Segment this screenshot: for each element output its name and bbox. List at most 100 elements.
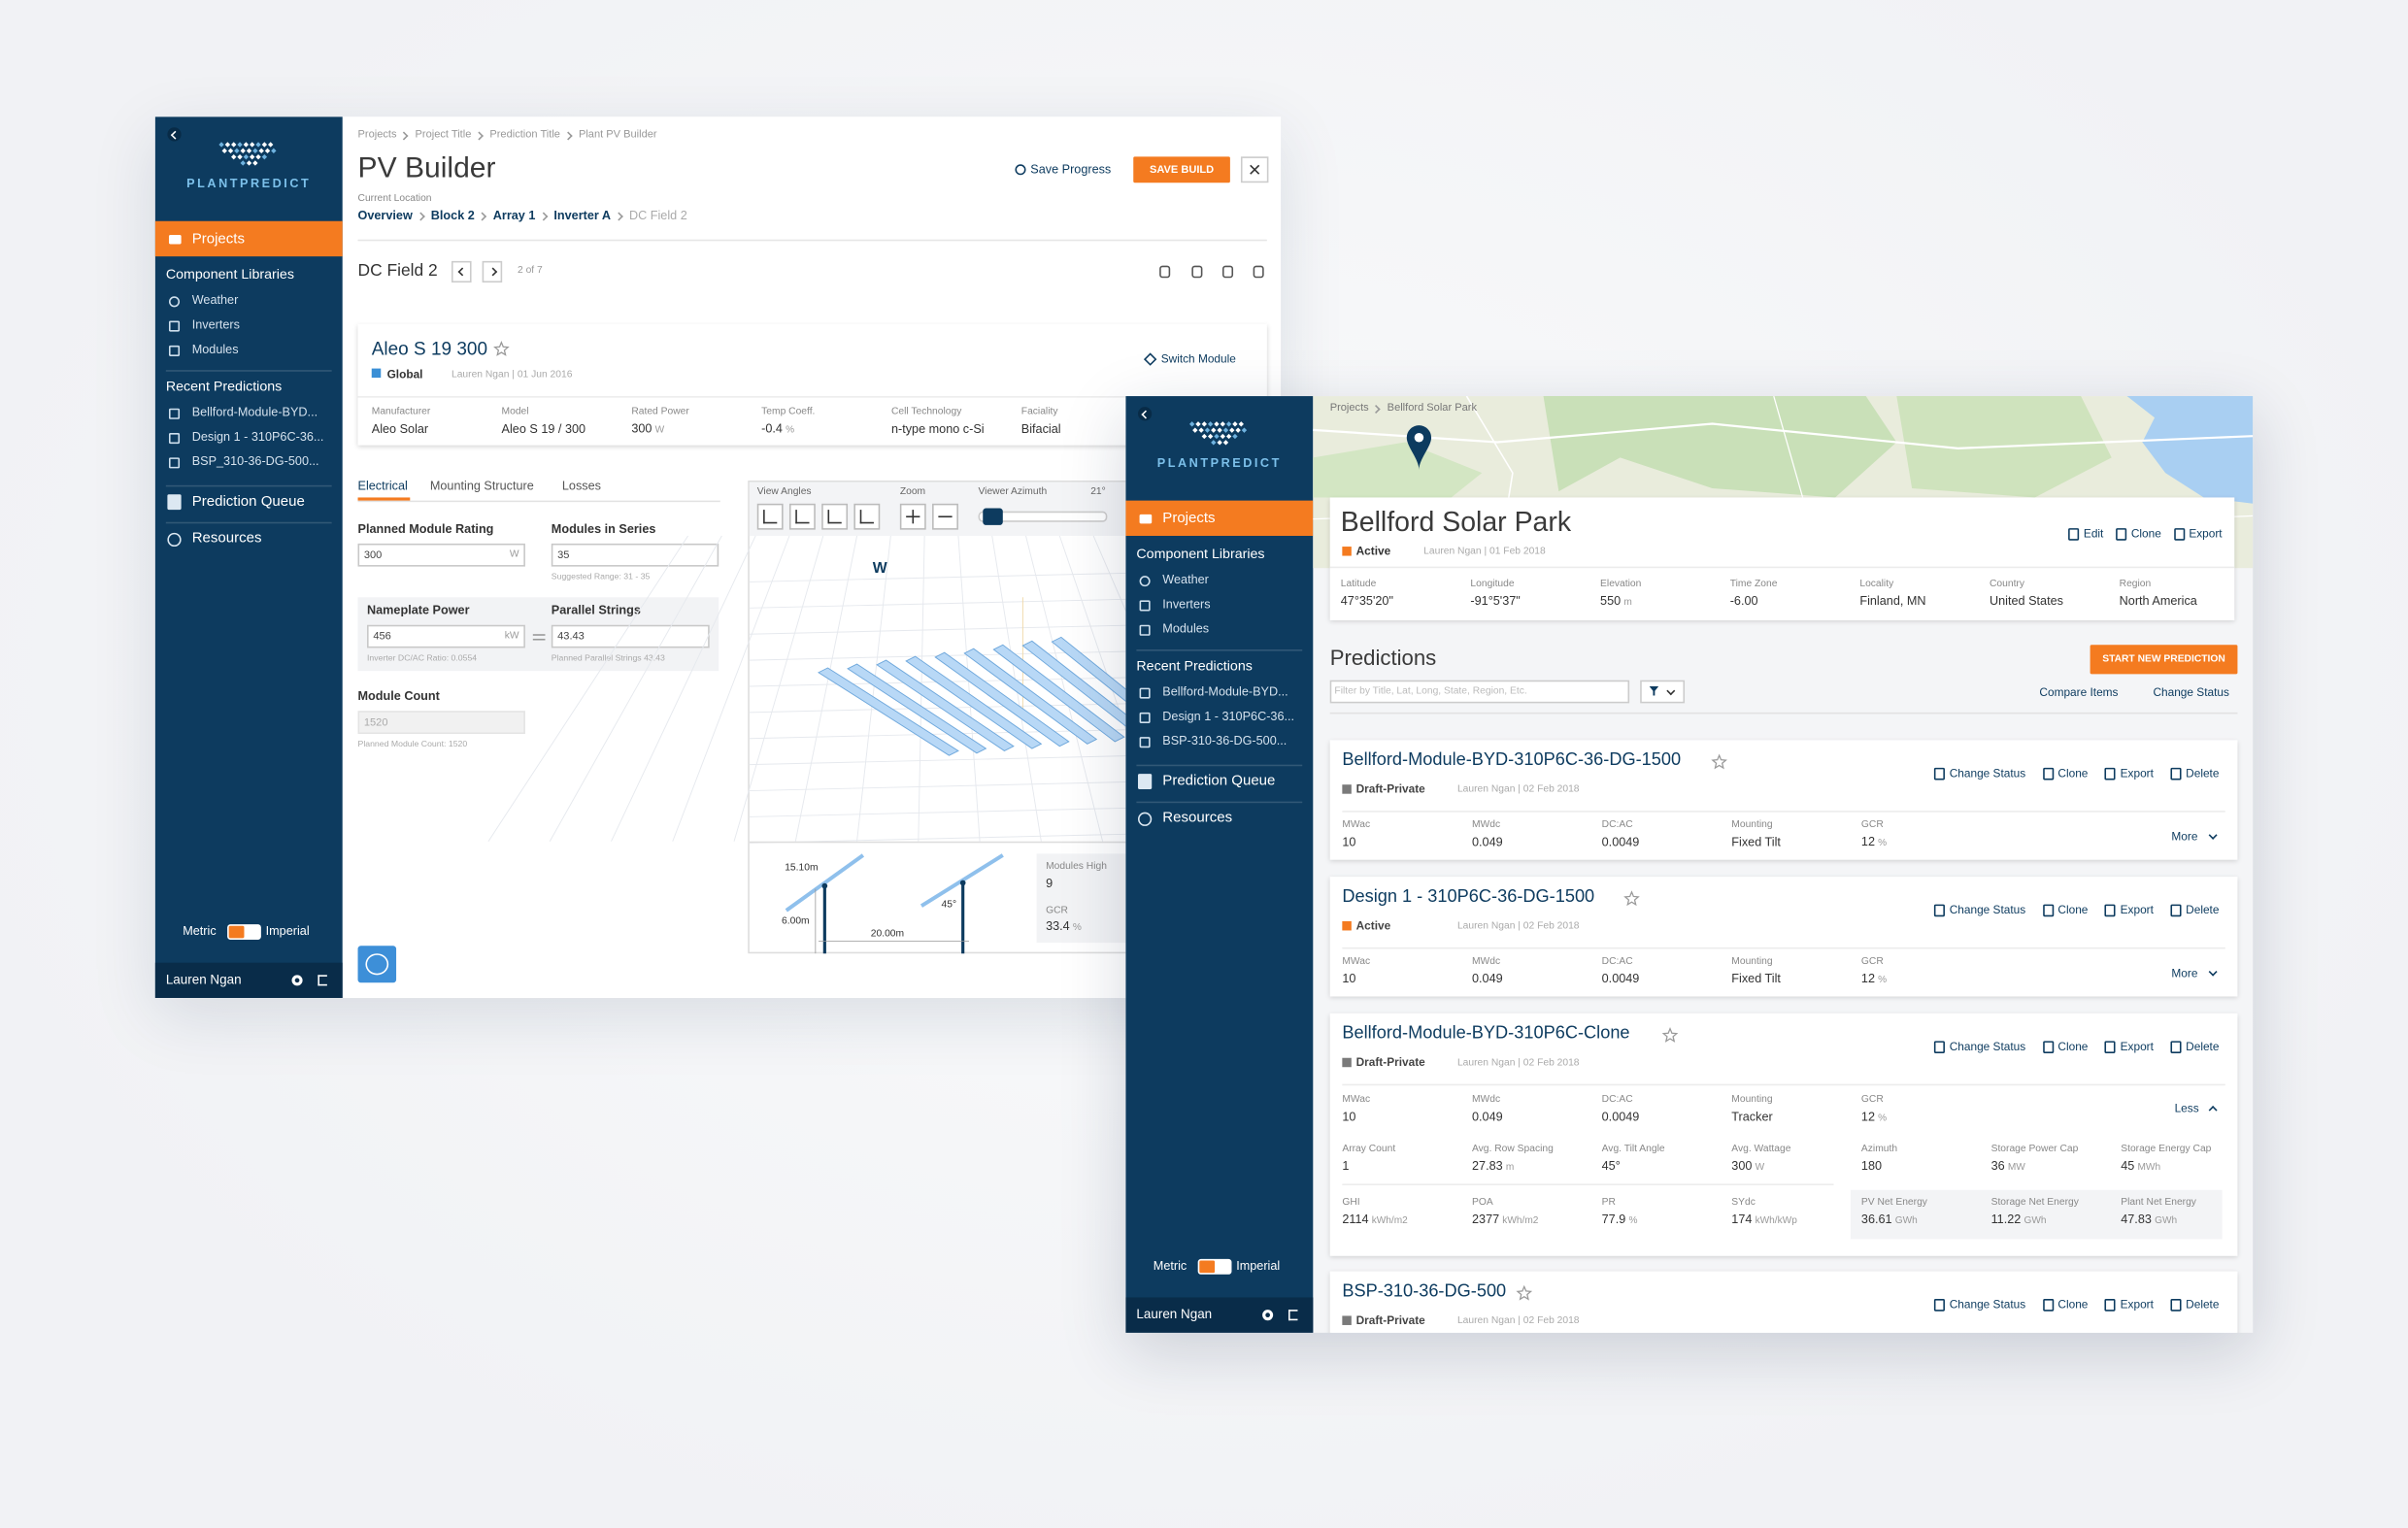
azimuth-slider[interactable] — [978, 511, 1108, 522]
tool-icon[interactable] — [1221, 265, 1234, 279]
tool-icon[interactable] — [1191, 265, 1203, 279]
list-item[interactable]: Export — [2120, 1297, 2154, 1312]
list-item[interactable]: Array 1 — [492, 209, 536, 223]
tool-icon[interactable] — [1253, 265, 1264, 279]
list-item[interactable]: Change Status — [1949, 766, 2026, 781]
list-item[interactable]: Change Status — [1949, 903, 2026, 917]
nav-item[interactable]: Design 1 - 310P6C-36... — [191, 429, 324, 445]
back-button[interactable] — [167, 127, 182, 142]
logout-icon[interactable] — [1288, 1310, 1298, 1321]
nav-item[interactable]: Resources — [1162, 809, 1233, 827]
nav-item[interactable]: Prediction Queue — [1162, 772, 1276, 790]
nav-item[interactable]: Inverters — [1162, 597, 1211, 612]
list-item[interactable]: Change Status — [1949, 1297, 2026, 1312]
list-item[interactable]: Clone — [2130, 526, 2161, 542]
list-item[interactable]: Overview — [357, 209, 413, 223]
value-text: -6.00 — [1729, 594, 1758, 609]
zoom-button[interactable] — [899, 503, 926, 530]
unit-option[interactable]: Metric — [1153, 1258, 1187, 1274]
filter-input[interactable] — [1329, 680, 1630, 704]
list-item[interactable]: Export — [2189, 526, 2223, 542]
list-item[interactable]: Clone — [2057, 1040, 2089, 1054]
tool-icon[interactable] — [1159, 265, 1171, 279]
nav-item[interactable]: Weather — [1162, 572, 1209, 587]
start-button[interactable] — [2090, 645, 2238, 675]
tab[interactable]: Mounting Structure — [429, 479, 534, 493]
list-item[interactable]: Projects — [357, 129, 397, 141]
nav-item[interactable]: Design 1 - 310P6C-36... — [1162, 709, 1295, 723]
view-button[interactable] — [821, 503, 849, 530]
filter-button[interactable] — [1640, 680, 1686, 704]
unit-option[interactable]: Imperial — [265, 924, 310, 939]
nav-item[interactable]: BSP_310-36-DG-500... — [191, 454, 319, 469]
slider-thumb[interactable] — [983, 508, 1003, 525]
link[interactable]: Save Progress — [1030, 162, 1112, 177]
nav-item[interactable]: Modules — [1162, 621, 1210, 636]
list-item[interactable]: Export — [2120, 903, 2154, 917]
save-build-button[interactable] — [1133, 156, 1230, 183]
button-label[interactable]: START NEW PREDICTION — [2102, 652, 2225, 664]
logout-icon[interactable] — [318, 975, 327, 986]
list-item[interactable]: Inverter A — [553, 209, 611, 223]
tab[interactable]: Electrical — [357, 479, 408, 493]
list-item[interactable]: Export — [2120, 1040, 2154, 1054]
nav-item[interactable]: Inverters — [191, 317, 240, 332]
nav-item[interactable]: Bellford-Module-BYD... — [191, 405, 318, 419]
nav-item[interactable]: Bellford-Module-BYD... — [1162, 684, 1288, 699]
toggle[interactable]: Less — [2174, 1101, 2199, 1115]
nav-item[interactable]: Projects — [191, 230, 245, 249]
toggle[interactable]: More — [2171, 966, 2198, 980]
settings-icon[interactable] — [291, 975, 303, 986]
nav-item[interactable]: Prediction Queue — [191, 493, 305, 511]
pager-button[interactable] — [482, 260, 503, 283]
input[interactable] — [551, 624, 710, 648]
list-item[interactable]: Delete — [2186, 1297, 2220, 1312]
list-item[interactable]: Project Title — [415, 129, 472, 141]
nav-item[interactable]: Resources — [191, 530, 262, 548]
input[interactable] — [357, 543, 525, 567]
unit-option[interactable]: Imperial — [1236, 1258, 1281, 1274]
view-button[interactable] — [756, 503, 784, 530]
list-item[interactable]: Prediction Title — [489, 129, 560, 141]
list-item[interactable]: Edit — [2083, 526, 2104, 542]
list-item[interactable]: Clone — [2057, 903, 2089, 917]
back-button[interactable] — [1137, 407, 1153, 421]
toggle[interactable]: More — [2171, 829, 2198, 844]
view-button[interactable] — [853, 503, 881, 530]
nav-item[interactable]: Weather — [191, 293, 239, 308]
module-card — [357, 323, 1267, 446]
close-button[interactable] — [1240, 156, 1269, 183]
list-item[interactable]: Block 2 — [430, 209, 475, 223]
nav-item[interactable]: Modules — [191, 342, 239, 356]
list-item[interactable]: Delete — [2186, 903, 2220, 917]
settings-icon[interactable] — [1262, 1310, 1274, 1321]
link[interactable]: Switch Module — [1160, 351, 1236, 366]
list-item[interactable]: Delete — [2186, 766, 2220, 781]
input[interactable] — [367, 624, 525, 648]
status: Active — [1355, 918, 1391, 933]
list-item[interactable]: Change Status — [1949, 1040, 2026, 1054]
link[interactable]: Change Status — [2153, 684, 2229, 700]
list-item[interactable]: Clone — [2057, 766, 2089, 781]
unit-option[interactable]: Metric — [183, 924, 217, 939]
value-text: United States — [1990, 594, 2063, 609]
link[interactable]: Compare Items — [2039, 684, 2119, 700]
nav-item[interactable]: Projects — [1162, 510, 1216, 527]
zoom-button[interactable] — [932, 503, 958, 530]
input[interactable] — [551, 543, 719, 567]
list-item[interactable]: Projects — [1329, 403, 1369, 415]
prediction-name[interactable]: Bellford-Module-BYD-310P6C-36-DG-1500 — [1342, 750, 1682, 770]
button-label[interactable]: SAVE BUILD — [1149, 164, 1215, 176]
nav-active[interactable] — [1125, 500, 1314, 536]
list-item[interactable]: Delete — [2186, 1040, 2220, 1054]
nav-active[interactable] — [154, 220, 343, 257]
prediction-name[interactable]: Design 1 - 310P6C-36-DG-1500 — [1342, 887, 1595, 907]
pager-button[interactable] — [451, 260, 472, 283]
list-item[interactable]: Export — [2120, 766, 2154, 781]
list-item[interactable]: Clone — [2057, 1297, 2089, 1312]
prediction-name[interactable]: BSP-310-36-DG-500 — [1342, 1282, 1507, 1302]
prediction-name[interactable]: Bellford-Module-BYD-310P6C-Clone — [1342, 1024, 1630, 1044]
tab[interactable]: Losses — [561, 479, 601, 493]
view-button[interactable] — [788, 503, 816, 530]
nav-item[interactable]: BSP-310-36-DG-500... — [1162, 734, 1288, 748]
